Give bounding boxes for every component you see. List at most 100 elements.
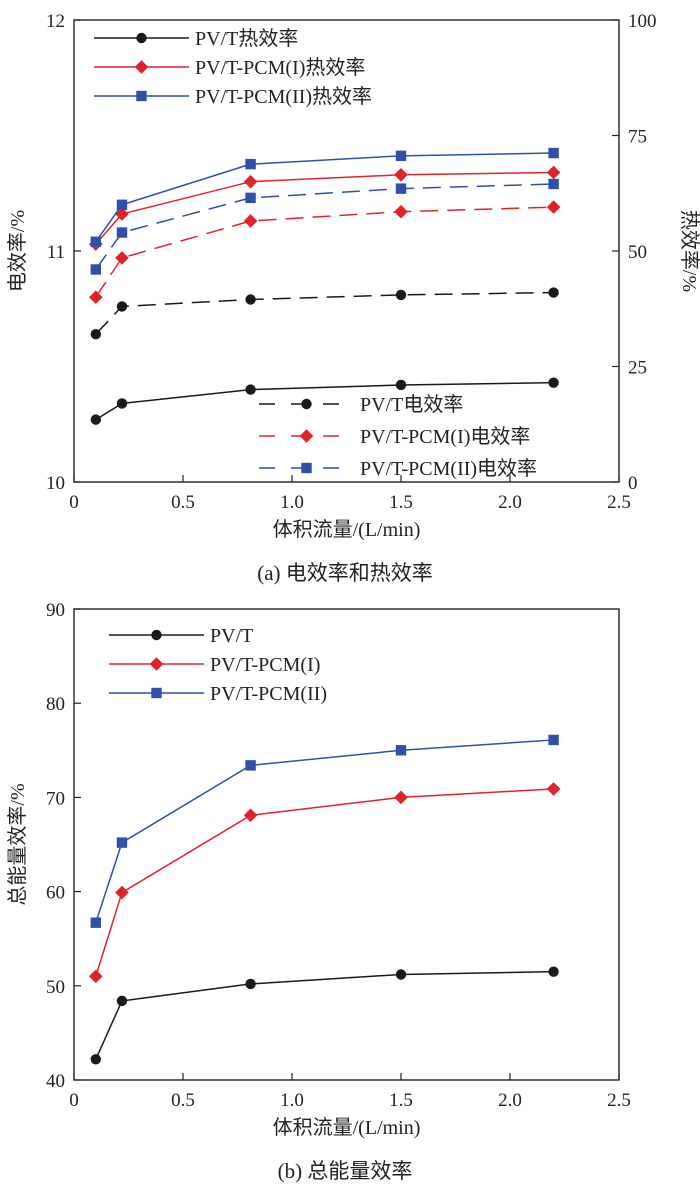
data-point — [394, 790, 408, 805]
series-line — [95, 152, 554, 243]
data-point — [546, 165, 561, 180]
legend-marker — [151, 687, 162, 699]
data-point — [116, 398, 128, 409]
series-line — [95, 183, 554, 270]
data-point — [394, 167, 408, 182]
legend-marker — [134, 60, 149, 74]
x-tick-label: 1.0 — [280, 1090, 304, 1111]
chart-caption: (b) 总能量效率 — [278, 1159, 413, 1183]
data-point — [395, 183, 407, 194]
data-point — [243, 214, 258, 228]
x-tick-label: 0.5 — [171, 492, 195, 513]
x-tick-label: 1.5 — [389, 492, 413, 513]
data-point — [90, 236, 101, 247]
data-point — [116, 301, 128, 312]
data-point — [245, 192, 256, 204]
data-point — [548, 734, 559, 746]
series-line — [95, 381, 554, 421]
legend-marker — [299, 429, 314, 443]
legend-marker — [301, 462, 312, 474]
y2-tick-label: 25 — [628, 358, 647, 379]
y-tick-label: 40 — [46, 1071, 65, 1092]
y-tick-label: 12 — [46, 11, 65, 32]
legend-label: PV/T-PCM(I)电效率 — [360, 425, 530, 448]
y2-tick-label: 0 — [628, 473, 638, 494]
x-tick-label: 2.0 — [498, 1090, 522, 1111]
data-point — [548, 147, 559, 159]
x-tick-label: 1.0 — [280, 492, 304, 513]
data-point — [548, 377, 559, 388]
data-point — [116, 837, 128, 848]
data-point — [395, 379, 407, 391]
data-point — [245, 760, 256, 771]
data-point — [116, 227, 128, 238]
data-point — [89, 290, 103, 304]
y-tick-label: 70 — [46, 788, 65, 809]
data-point — [245, 978, 256, 990]
y-axis-label: 电效率/% — [6, 210, 29, 292]
data-point — [548, 966, 559, 977]
legend-label: PV/T-PCM(I) — [210, 654, 320, 676]
series-line — [95, 206, 554, 298]
legend-label: PV/T — [210, 625, 253, 647]
x-tick-label: 2.0 — [498, 492, 522, 513]
data-point — [90, 917, 101, 928]
y-axis-label: 总能量效率/% — [6, 783, 29, 905]
series-line — [95, 739, 554, 923]
x-tick-label: 2.5 — [607, 492, 631, 513]
data-point — [245, 384, 256, 395]
data-point — [115, 207, 129, 221]
data-point — [90, 414, 102, 425]
data-point — [116, 199, 128, 210]
legend-label: PV/T-PCM(II)热效率 — [195, 85, 372, 108]
legend-label: PV/T-PCM(II) — [210, 683, 327, 705]
legend-marker — [151, 629, 162, 641]
legend-label: PV/T-PCM(II)电效率 — [360, 457, 537, 480]
data-point — [89, 969, 103, 984]
x-tick-label: 0 — [69, 1090, 79, 1111]
x-tick-label: 2.5 — [607, 1090, 631, 1111]
data-point — [90, 1054, 102, 1065]
data-point — [90, 328, 102, 340]
x-axis-label: 体积流量/(L/min) — [273, 518, 421, 541]
x-tick-label: 0 — [69, 492, 79, 513]
series-line — [95, 171, 554, 245]
chart-a: 0 0.5 1.0 1.5 2.0 2.5 10 11 12 0 25 50 75 100 体积流量/(L/… — [6, 11, 700, 585]
y2-tick-label: 100 — [628, 11, 657, 32]
series-line — [95, 291, 554, 335]
y-tick-label: 60 — [46, 883, 65, 904]
legend-marker — [149, 657, 164, 671]
data-point — [245, 158, 256, 170]
y-tick-label: 11 — [47, 242, 65, 263]
x-tick-label: 1.5 — [389, 1090, 413, 1111]
legend-label: PV/T电效率 — [360, 393, 463, 416]
x-tick-label: 0.5 — [171, 1090, 195, 1111]
y2-axis-label: 热效率/% — [678, 210, 700, 292]
y-tick-label: 50 — [46, 977, 65, 998]
chart-b: 0 0.5 1.0 1.5 2.0 2.5 40 50 60 70 80 90 体积流量/(L/min)… — [6, 600, 631, 1183]
chart-caption: (a) 电效率和热效率 — [257, 561, 433, 585]
legend-marker — [136, 90, 147, 102]
series-line — [95, 970, 554, 1060]
data-point — [394, 204, 408, 219]
data-point — [546, 782, 561, 796]
data-point — [115, 251, 129, 265]
data-point — [395, 289, 407, 301]
data-point — [115, 885, 129, 900]
data-point — [548, 178, 559, 190]
data-point — [243, 174, 258, 189]
data-point — [546, 200, 561, 214]
legend-marker — [136, 32, 147, 44]
y-tick-label: 90 — [46, 600, 65, 621]
data-point — [395, 745, 407, 756]
legend-marker — [301, 398, 312, 410]
data-point — [245, 294, 256, 305]
legend-label: PV/T热效率 — [195, 27, 298, 50]
plot-frame — [73, 608, 620, 1081]
legend-label: PV/T-PCM(I)热效率 — [195, 56, 365, 79]
y-tick-label: 10 — [46, 473, 65, 494]
y-tick-label: 80 — [46, 694, 65, 715]
y2-tick-label: 75 — [628, 127, 647, 148]
data-point — [90, 264, 101, 275]
